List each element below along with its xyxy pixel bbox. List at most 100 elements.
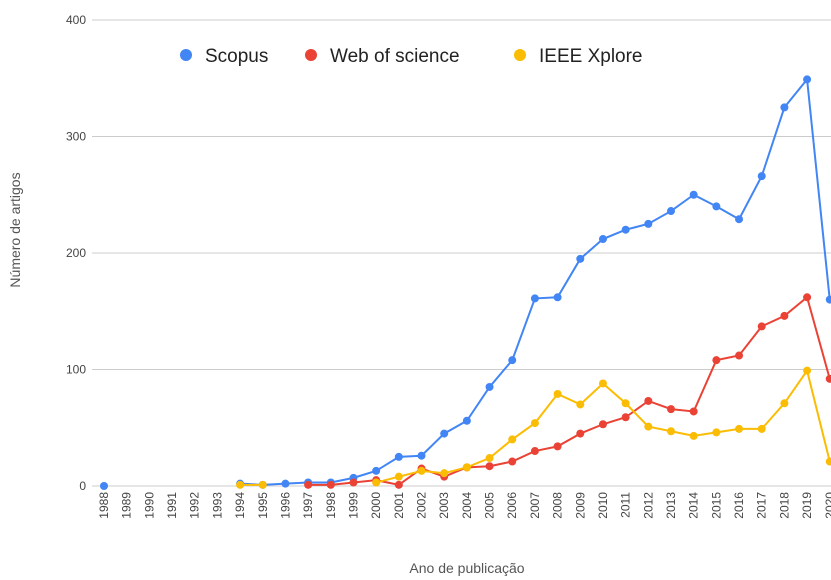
data-point [100, 482, 108, 490]
x-tick-label: 2019 [800, 492, 814, 519]
x-tick-label: 1988 [97, 492, 111, 519]
data-point [735, 215, 744, 224]
data-point [803, 75, 812, 84]
legend-marker [180, 49, 192, 61]
data-point [735, 424, 744, 433]
y-tick-label: 200 [66, 246, 86, 260]
data-point [394, 480, 403, 489]
data-point [689, 431, 698, 440]
data-point [236, 480, 245, 489]
x-tick-label: 2015 [709, 492, 723, 519]
data-point [417, 451, 426, 460]
x-tick-label: 1989 [120, 492, 134, 519]
x-tick-label: 2000 [369, 492, 383, 519]
data-point [803, 366, 812, 375]
x-tick-label: 1995 [256, 492, 270, 519]
x-tick-label: 2007 [528, 492, 542, 519]
y-axis-label: Número de artigos [7, 172, 23, 287]
x-tick-label: 2014 [687, 492, 701, 519]
y-tick-label: 0 [79, 479, 86, 493]
data-point [825, 295, 831, 304]
x-tick-label: 1997 [301, 492, 315, 519]
data-point [553, 293, 562, 302]
x-tick-label: 1996 [278, 492, 292, 519]
data-point [530, 294, 539, 303]
x-tick-label: 1994 [233, 492, 247, 519]
data-point [530, 419, 539, 428]
data-point [417, 466, 426, 475]
data-point [825, 374, 831, 383]
y-tick-label: 400 [66, 13, 86, 27]
data-point [757, 424, 766, 433]
data-point [485, 382, 494, 391]
data-point [712, 356, 721, 365]
data-point [485, 462, 494, 471]
x-tick-label: 2003 [437, 492, 451, 519]
data-point [440, 429, 449, 438]
data-point [576, 429, 585, 438]
x-tick-label: 2009 [573, 492, 587, 519]
x-axis-label: Ano de publicação [409, 560, 524, 576]
x-tick-label: 1999 [346, 492, 360, 519]
data-point [667, 207, 675, 216]
x-tick-label: 2020 [823, 492, 831, 519]
data-point [530, 447, 539, 456]
data-point [712, 202, 721, 211]
x-tick-label: 2012 [641, 492, 655, 519]
x-tick-label: 1990 [142, 492, 156, 519]
x-tick-label: 2017 [755, 492, 769, 519]
legend-label: Web of science [330, 46, 460, 67]
x-tick-label: 2006 [505, 492, 519, 519]
data-point [304, 480, 313, 489]
data-point [598, 235, 607, 244]
data-point [644, 422, 653, 431]
x-tick-label: 2016 [732, 492, 746, 519]
data-point [735, 351, 744, 360]
legend-marker [514, 49, 526, 61]
data-point [803, 293, 812, 302]
data-point [462, 416, 471, 425]
x-tick-label: 2008 [551, 492, 565, 519]
x-tick-label: 1991 [165, 492, 179, 519]
data-point [258, 480, 267, 489]
data-point [281, 479, 290, 488]
x-tick-label: 2002 [415, 492, 429, 519]
x-tick-label: 2005 [483, 492, 497, 519]
x-tick-label: 2010 [596, 492, 610, 519]
data-point [576, 400, 585, 409]
data-point [576, 254, 585, 263]
legend-marker [305, 49, 317, 61]
data-point [440, 469, 449, 478]
data-point [394, 472, 403, 481]
data-point [689, 190, 698, 199]
data-point [621, 399, 630, 408]
x-tick-label: 2011 [619, 492, 633, 518]
x-tick-label: 1992 [188, 492, 202, 519]
data-point [349, 478, 358, 487]
data-point [621, 413, 630, 422]
x-tick-label: 2018 [777, 492, 791, 519]
x-tick-label: 1998 [324, 492, 338, 519]
legend-label: IEEE Xplore [539, 46, 643, 67]
data-point [372, 478, 381, 487]
data-point [689, 407, 698, 416]
series-line [308, 295, 831, 486]
data-point [508, 457, 517, 466]
x-tick-label: 2001 [392, 492, 406, 519]
data-point [485, 454, 494, 463]
data-point [508, 435, 517, 444]
data-point [780, 103, 789, 112]
data-point [372, 466, 381, 475]
data-point [462, 463, 471, 472]
data-point [598, 420, 607, 429]
data-point [644, 219, 653, 228]
legend-label: Scopus [205, 46, 268, 67]
data-point [667, 405, 675, 414]
data-point [780, 399, 789, 408]
data-point [667, 427, 675, 436]
x-tick-label: 1993 [210, 492, 224, 519]
data-point [780, 311, 789, 320]
data-point [553, 389, 562, 398]
data-point [394, 452, 403, 461]
